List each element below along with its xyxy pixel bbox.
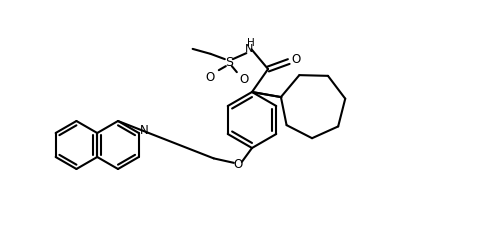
Text: O: O xyxy=(233,158,242,171)
Text: H: H xyxy=(248,38,255,48)
Text: O: O xyxy=(291,53,300,66)
Text: O: O xyxy=(239,73,249,86)
Text: S: S xyxy=(225,56,233,69)
Text: N: N xyxy=(139,124,148,137)
Text: O: O xyxy=(205,71,215,84)
Text: N: N xyxy=(245,44,253,54)
